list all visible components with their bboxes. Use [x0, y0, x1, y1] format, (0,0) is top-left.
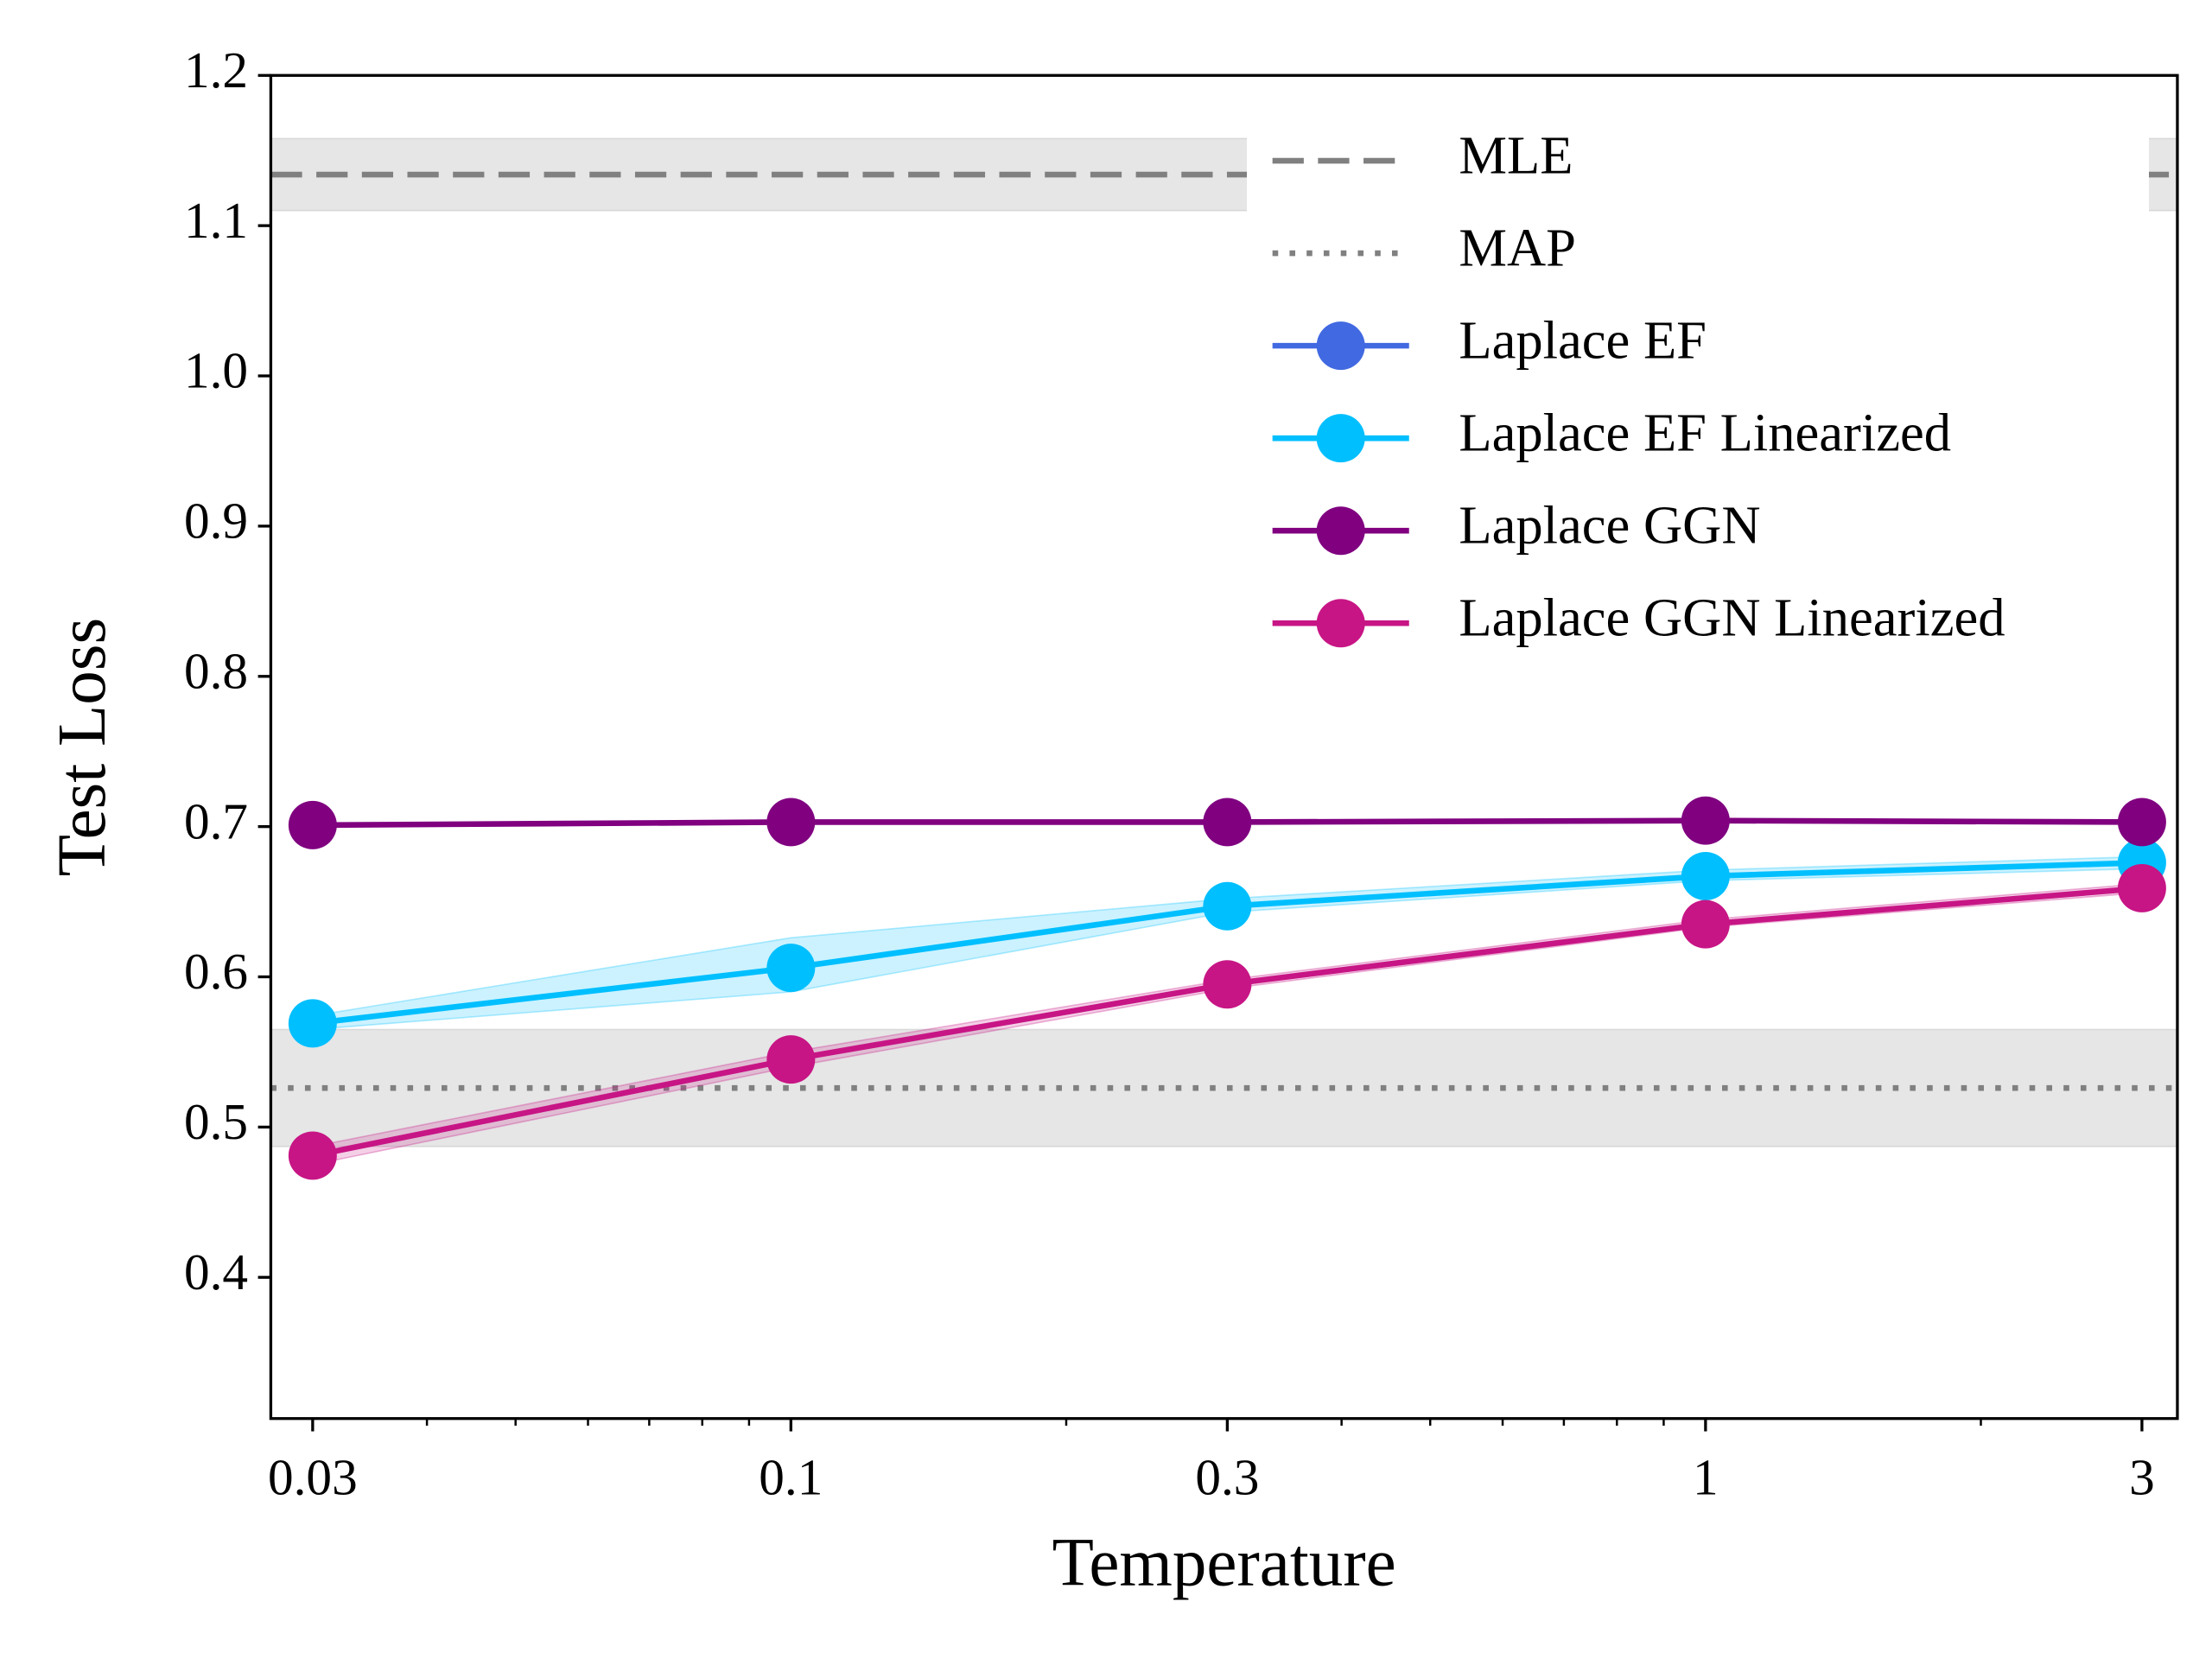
x-axis-label: Temperature	[1052, 1525, 1396, 1600]
x-tick-label: 0.1	[759, 1448, 823, 1505]
y-tick-label: 0.8	[184, 642, 248, 699]
data-point	[1203, 881, 1252, 931]
legend-label: MAP	[1459, 217, 1576, 277]
y-tick-label: 0.9	[184, 493, 248, 550]
legend-label: Laplace GGN Linearized	[1459, 588, 2005, 648]
legend-label: Laplace EF Linearized	[1459, 403, 1951, 463]
data-point	[288, 999, 337, 1048]
y-axis-label: Test Loss	[45, 618, 120, 877]
data-point	[1203, 798, 1252, 847]
x-tick-label: 1	[1693, 1448, 1719, 1505]
data-point	[2117, 798, 2166, 847]
data-point	[1203, 960, 1252, 1009]
legend-label: MLE	[1459, 124, 1573, 185]
y-tick-label: 1.0	[184, 342, 248, 399]
x-tick-label: 0.03	[268, 1448, 358, 1505]
y-tick-label: 1.2	[184, 41, 248, 99]
data-point	[766, 944, 816, 993]
data-point	[288, 800, 337, 849]
data-point	[766, 1035, 816, 1084]
data-point	[766, 798, 816, 847]
reference-band	[270, 1028, 2178, 1147]
data-point	[2117, 863, 2166, 912]
y-tick-label: 0.5	[184, 1093, 248, 1150]
data-point	[1681, 852, 1730, 901]
legend-label: Laplace GGN	[1459, 495, 1760, 556]
y-tick-label: 0.7	[184, 792, 248, 849]
legend-box	[1247, 117, 2149, 686]
y-tick-label: 1.1	[184, 192, 248, 249]
y-tick-label: 0.6	[184, 943, 248, 1000]
axes-frame	[269, 73, 2179, 1421]
legend-marker	[1316, 414, 1365, 463]
legend-marker	[1316, 506, 1365, 556]
x-tick-label: 0.3	[1195, 1448, 1259, 1505]
legend-marker	[1316, 599, 1365, 648]
data-point	[1681, 796, 1730, 845]
y-tick-label: 0.4	[184, 1243, 248, 1300]
x-tick-label: 3	[2129, 1448, 2155, 1505]
data-point	[288, 1131, 337, 1180]
data-point	[1681, 899, 1730, 949]
legend-label: Laplace EF	[1459, 309, 1707, 370]
legend-marker	[1316, 321, 1365, 371]
